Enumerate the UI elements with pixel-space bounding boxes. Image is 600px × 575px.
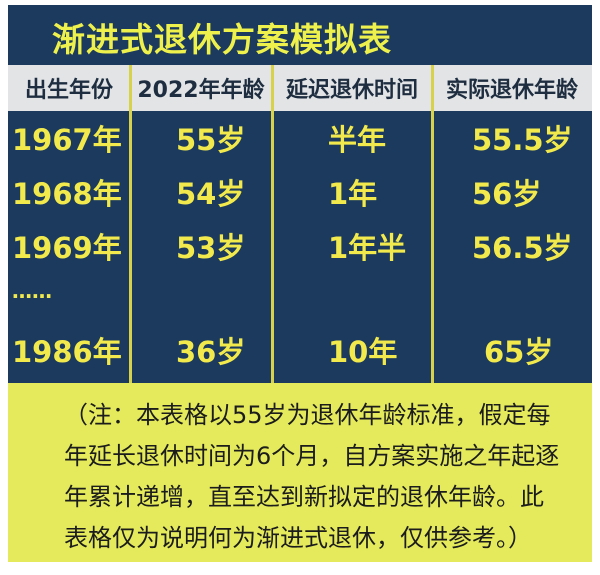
page-title: 渐进式退休方案模拟表 <box>52 20 392 59</box>
header-birth-year: 出生年份 <box>24 78 113 103</box>
cell-birth-year: 1969年 <box>12 231 122 265</box>
column-divider <box>129 65 132 383</box>
cell-delay: 1年半 <box>328 231 407 265</box>
cell-birth-year: 1967年 <box>12 123 122 157</box>
retirement-table-infographic: 渐进式退休方案模拟表 出生年份 2022年年龄 延迟退休时间 实际退休年龄 19… <box>8 5 592 562</box>
title-band: 渐进式退休方案模拟表 <box>8 5 592 65</box>
table-row: 1986年 36岁 10年 65岁 <box>8 323 592 377</box>
cell-delay: 半年 <box>328 123 387 157</box>
table-row: 1969年 53岁 1年半 56.5岁 <box>8 219 592 273</box>
table-header: 出生年份 2022年年龄 延迟退休时间 实际退休年龄 <box>8 65 592 111</box>
cell-actual-age: 56岁 <box>472 177 542 211</box>
table-body: 1967年 55岁 半年 55.5岁 1968年 54岁 1年 56岁 1969… <box>8 111 592 383</box>
table-row-ellipsis: …… <box>8 271 592 311</box>
cell-age: 36岁 <box>176 335 246 369</box>
note-text: （注：本表格以55岁为退休年龄标准，假定每年延长退休时间为6个月，自方案实施之年… <box>64 401 560 552</box>
header-actual-retirement-age: 实际退休年龄 <box>445 78 578 103</box>
cell-age: 55岁 <box>176 123 246 157</box>
cell-delay: 1年 <box>328 177 378 211</box>
cell-actual-age: 55.5岁 <box>472 123 573 157</box>
cell-birth-year: 1968年 <box>12 177 122 211</box>
header-delay-time: 延迟退休时间 <box>285 78 418 103</box>
cell-birth-year: 1986年 <box>12 335 122 369</box>
cell-actual-age: 56.5岁 <box>472 231 573 265</box>
note-box: （注：本表格以55岁为退休年龄标准，假定每年延长退休时间为6个月，自方案实施之年… <box>8 383 592 562</box>
table-row: 1968年 54岁 1年 56岁 <box>8 165 592 219</box>
column-divider <box>271 65 274 383</box>
cell-delay: 10年 <box>328 335 398 369</box>
header-age-2022: 2022年年龄 <box>137 78 265 103</box>
cell-age: 54岁 <box>176 177 246 211</box>
cell-actual-age: 65岁 <box>484 335 554 369</box>
cell-age: 53岁 <box>176 231 246 265</box>
table-row: 1967年 55岁 半年 55.5岁 <box>8 111 592 165</box>
column-divider <box>431 65 434 383</box>
cell-ellipsis: …… <box>12 279 52 303</box>
